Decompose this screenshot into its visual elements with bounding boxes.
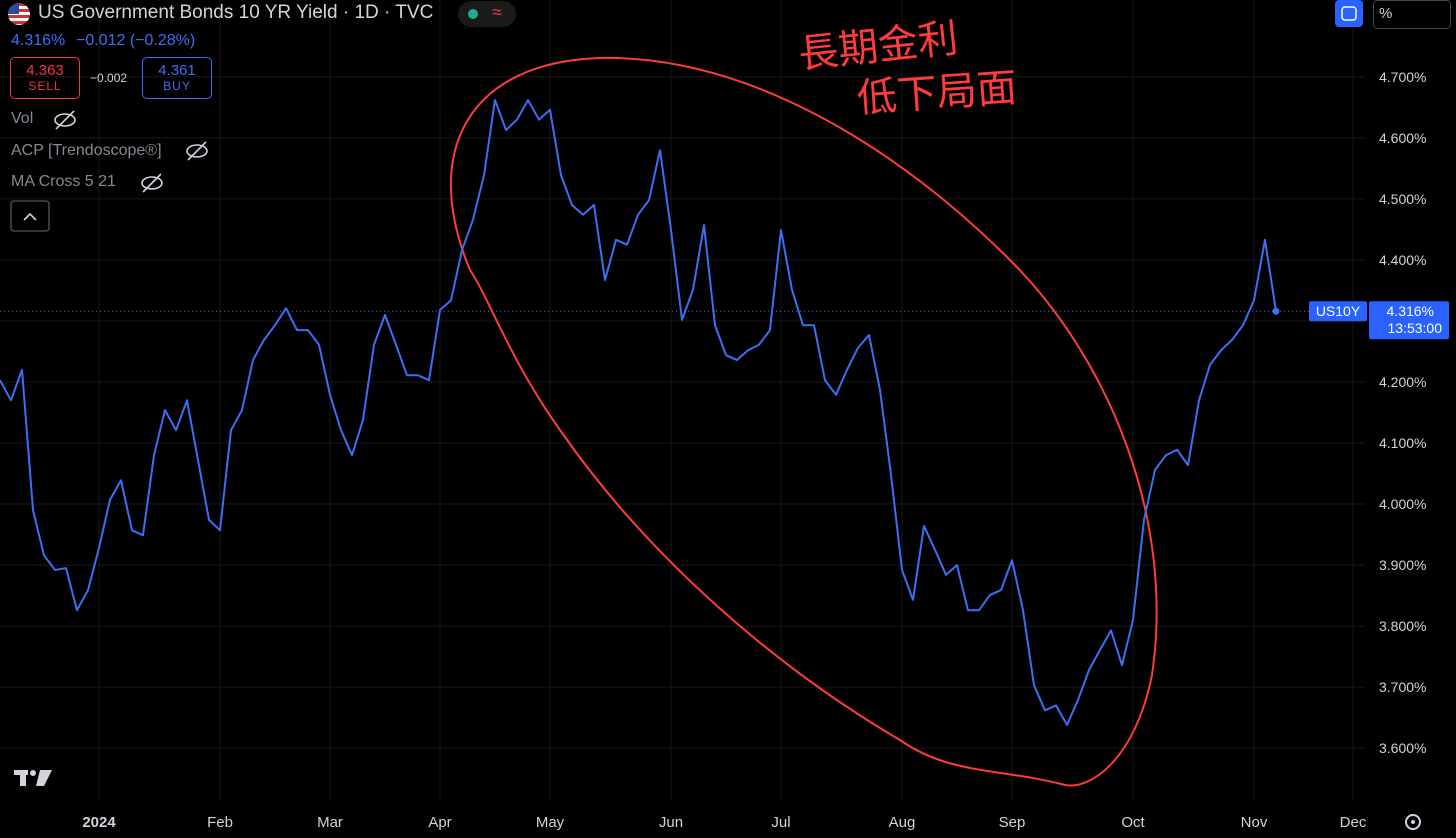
price-tag-time: 13:53:00	[1388, 320, 1443, 336]
price-line	[0, 99, 1277, 726]
y-tick-label: 4.700%	[1379, 69, 1426, 85]
hand-drawn-ellipse	[449, 56, 1158, 787]
x-tick-label: Mar	[317, 814, 343, 831]
symbol-tag	[1309, 301, 1367, 322]
symbol-title: US Government Bonds 10 YR Yield · 1D · T…	[38, 2, 434, 23]
x-tick-label: Oct	[1121, 814, 1145, 831]
x-tick-label: 2024	[82, 814, 116, 831]
y-tick-label: 4.400%	[1379, 252, 1426, 268]
spread: −0.002	[90, 71, 128, 85]
settings-icon[interactable]	[1405, 814, 1421, 830]
status-pill[interactable]: ≈	[458, 1, 516, 27]
indicator-label[interactable]: ACP [Trendoscope®]	[11, 142, 162, 159]
x-tick-label: Nov	[1241, 814, 1268, 831]
x-tick-label: Dec	[1340, 814, 1367, 831]
percent-label: %	[1379, 5, 1393, 22]
indicator-label[interactable]: Vol	[11, 110, 34, 127]
tv-logo	[14, 770, 52, 786]
y-tick-label: 3.600%	[1379, 740, 1426, 756]
x-tick-label: Apr	[428, 814, 451, 831]
price-tag	[1369, 301, 1449, 340]
x-tick-label: Sep	[999, 814, 1026, 831]
last-point	[1272, 307, 1280, 315]
flag-icon	[8, 3, 30, 25]
y-tick-label: 3.700%	[1379, 679, 1426, 695]
sell-button[interactable]: 4.363 SELL	[10, 57, 80, 99]
price-tag-price: 4.316%	[1387, 303, 1434, 319]
price-change: −0.012 (−0.28%)	[76, 32, 196, 49]
buy-button[interactable]: 4.361 BUY	[142, 57, 212, 99]
x-tick-label: Feb	[207, 814, 233, 831]
buy-label: BUY	[163, 79, 191, 93]
last-price: 4.316%	[11, 32, 66, 49]
y-tick-label: 3.800%	[1379, 618, 1426, 634]
annotation: 低下局面	[855, 65, 1018, 122]
y-tick-label: 3.900%	[1379, 557, 1426, 573]
sell-label: SELL	[28, 79, 62, 93]
symbol-tag-label: US10Y	[1316, 303, 1361, 319]
x-tick-label: May	[536, 814, 565, 831]
y-tick-label: 4.600%	[1379, 130, 1426, 146]
grid	[0, 0, 1365, 800]
y-tick-label: 4.100%	[1379, 435, 1426, 451]
indicator-label[interactable]: MA Cross 5 21	[11, 173, 116, 190]
y-tick-label: 4.200%	[1379, 374, 1426, 390]
sell-price: 4.363	[26, 62, 64, 79]
y-tick-label: 4.000%	[1379, 496, 1426, 512]
data-status-icon: ≈	[492, 2, 502, 22]
buy-price: 4.361	[158, 62, 196, 79]
x-tick-label: Aug	[889, 814, 916, 831]
market-status-dot	[468, 9, 478, 19]
annotation: 長期金利	[796, 15, 960, 77]
x-tick-label: Jun	[659, 814, 683, 831]
x-tick-label: Jul	[771, 814, 790, 831]
y-tick-label: 4.500%	[1379, 191, 1426, 207]
